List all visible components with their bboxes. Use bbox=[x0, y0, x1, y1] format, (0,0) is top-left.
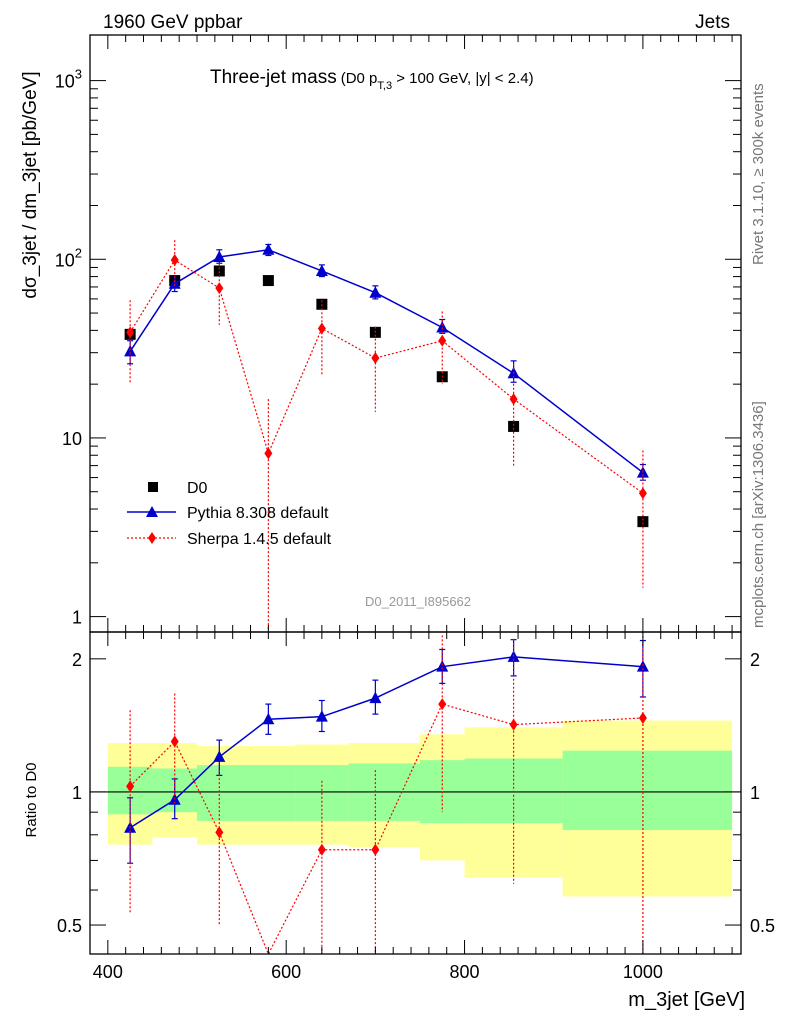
main-sherpa-point-4 bbox=[317, 322, 326, 335]
header-energy-label: 1960 GeV ppbar bbox=[103, 12, 243, 33]
main-sherpa-line bbox=[129, 259, 644, 494]
rivet-version-label: Rivet 3.1.10, ≥ 300k events bbox=[750, 83, 767, 265]
main-pythia-point-6 bbox=[436, 321, 449, 333]
main-pythia-point-0 bbox=[124, 344, 137, 357]
main-ytick-label-3: 103 bbox=[55, 67, 82, 92]
ratio-xtick-label-2: 800 bbox=[450, 962, 480, 982]
main-ytick-label-2: 102 bbox=[55, 245, 82, 270]
ratio-pythia-point-2 bbox=[213, 750, 226, 762]
ratio-pythia-point-6 bbox=[436, 660, 449, 672]
ratio-ytick-label-right-2: 2 bbox=[750, 650, 760, 670]
main-d0-point-3 bbox=[262, 275, 274, 287]
main-d0-point-8 bbox=[637, 516, 649, 528]
ratio-ytick-label-left-2: 2 bbox=[72, 650, 82, 670]
ratio-ytick-label-right-1: 1 bbox=[750, 783, 760, 803]
mcplots-label: mcplots.cern.ch [arXiv:1306.3436] bbox=[750, 401, 767, 628]
ratio-band-inner-8 bbox=[562, 750, 733, 831]
main-sherpa-point-7 bbox=[509, 393, 518, 406]
ratio-ytick-label-right-0: 0.5 bbox=[750, 916, 775, 936]
ratio-plot-frame bbox=[89, 631, 742, 955]
ratio-ytick-label-left-0: 0.5 bbox=[57, 916, 82, 936]
main-pythia-point-3 bbox=[262, 243, 275, 255]
title-main: Three-jet mass bbox=[210, 67, 337, 88]
ratio-sherpa-point-1 bbox=[170, 735, 179, 748]
title-subtitle-suffix: > 100 GeV, |y| < 2.4) bbox=[392, 70, 534, 87]
ratio-sherpa-point-0 bbox=[126, 780, 135, 793]
legend-label-sherpa: Sherpa 1.4.5 default bbox=[187, 531, 332, 548]
ratio-band-inner-2 bbox=[197, 765, 251, 821]
main-sherpa-point-1 bbox=[170, 254, 179, 267]
main-d0-point-2 bbox=[213, 265, 225, 277]
ratio-sherpa-point-2 bbox=[215, 826, 224, 839]
main-pythia-point-5 bbox=[369, 286, 382, 298]
ratio-ytick-label-left-1: 1 bbox=[72, 783, 82, 803]
ratio-pythia-point-4 bbox=[315, 710, 328, 722]
main-plot-title: Three-jet mass (D0 pT,3 > 100 GeV, |y| < … bbox=[210, 67, 534, 92]
ratio-xtick-label-3: 1000 bbox=[623, 962, 663, 982]
header-category-label: Jets bbox=[695, 12, 730, 33]
ratio-y-axis-label: Ratio to D0 bbox=[23, 762, 40, 837]
legend-label-pythia: Pythia 8.308 default bbox=[187, 505, 329, 522]
ratio-sherpa-point-5 bbox=[371, 843, 380, 856]
main-sherpa-point-3 bbox=[264, 447, 273, 460]
main-ytick-label-base-3: 10 bbox=[55, 72, 75, 92]
main-sherpa-point-8 bbox=[638, 487, 647, 500]
ratio-sherpa-point-6 bbox=[438, 698, 447, 711]
main-d0-point-7 bbox=[508, 420, 520, 432]
main-sherpa-point-2 bbox=[215, 282, 224, 295]
main-ytick-label-0: 1 bbox=[72, 608, 82, 628]
main-pythia-point-1 bbox=[168, 277, 181, 289]
legend-marker-d0 bbox=[148, 482, 158, 492]
ratio-sherpa-point-8 bbox=[638, 711, 647, 724]
ratio-pythia-point-5 bbox=[369, 691, 382, 704]
ratio-axes-layer: 0.5 0.5 1 1 2 2 400 600 800 1000 bbox=[57, 632, 775, 982]
ratio-sherpa-point-4 bbox=[317, 843, 326, 856]
main-sherpa-point-6 bbox=[438, 334, 447, 347]
main-sherpa-point-5 bbox=[371, 352, 380, 365]
main-ytick-label-1: 10 bbox=[62, 429, 82, 449]
legend: D0 Pythia 8.308 default Sherpa 1.4.5 def… bbox=[127, 480, 332, 548]
legend-marker-pythia bbox=[146, 506, 158, 517]
ratio-band-inner-3 bbox=[250, 765, 296, 821]
main-ytick-label-exp-2: 2 bbox=[75, 245, 82, 260]
ratio-series-layer bbox=[124, 632, 649, 956]
ratio-sherpa-point-7 bbox=[509, 718, 518, 731]
ratio-plot-panel: 0.5 0.5 1 1 2 2 400 600 800 1000 bbox=[57, 631, 775, 982]
main-pythia-line bbox=[129, 249, 644, 474]
ratio-pythia-point-3 bbox=[262, 712, 275, 725]
title-subtitle-prefix: (D0 p bbox=[341, 70, 378, 87]
main-sherpa-point-0 bbox=[126, 326, 135, 339]
legend-label-d0: D0 bbox=[187, 480, 208, 497]
legend-marker-sherpa bbox=[148, 532, 156, 544]
title-subtitle-sub: T,3 bbox=[377, 80, 392, 92]
main-series-layer bbox=[124, 240, 649, 630]
ratio-bands-layer bbox=[90, 720, 741, 897]
ratio-xtick-label-1: 600 bbox=[271, 962, 301, 982]
main-y-axis-label: dσ_3jet / dm_3jet [pb/GeV] bbox=[20, 71, 41, 298]
main-ytick-label-exp-3: 3 bbox=[75, 67, 82, 82]
main-pythia-point-4 bbox=[315, 264, 328, 276]
x-axis-label: m_3jet [GeV] bbox=[628, 989, 745, 1011]
analysis-watermark: D0_2011_I895662 bbox=[365, 594, 471, 609]
main-pythia-point-2 bbox=[213, 250, 226, 262]
ratio-xtick-label-0: 400 bbox=[93, 962, 123, 982]
main-ytick-label-base-2: 10 bbox=[55, 250, 75, 270]
